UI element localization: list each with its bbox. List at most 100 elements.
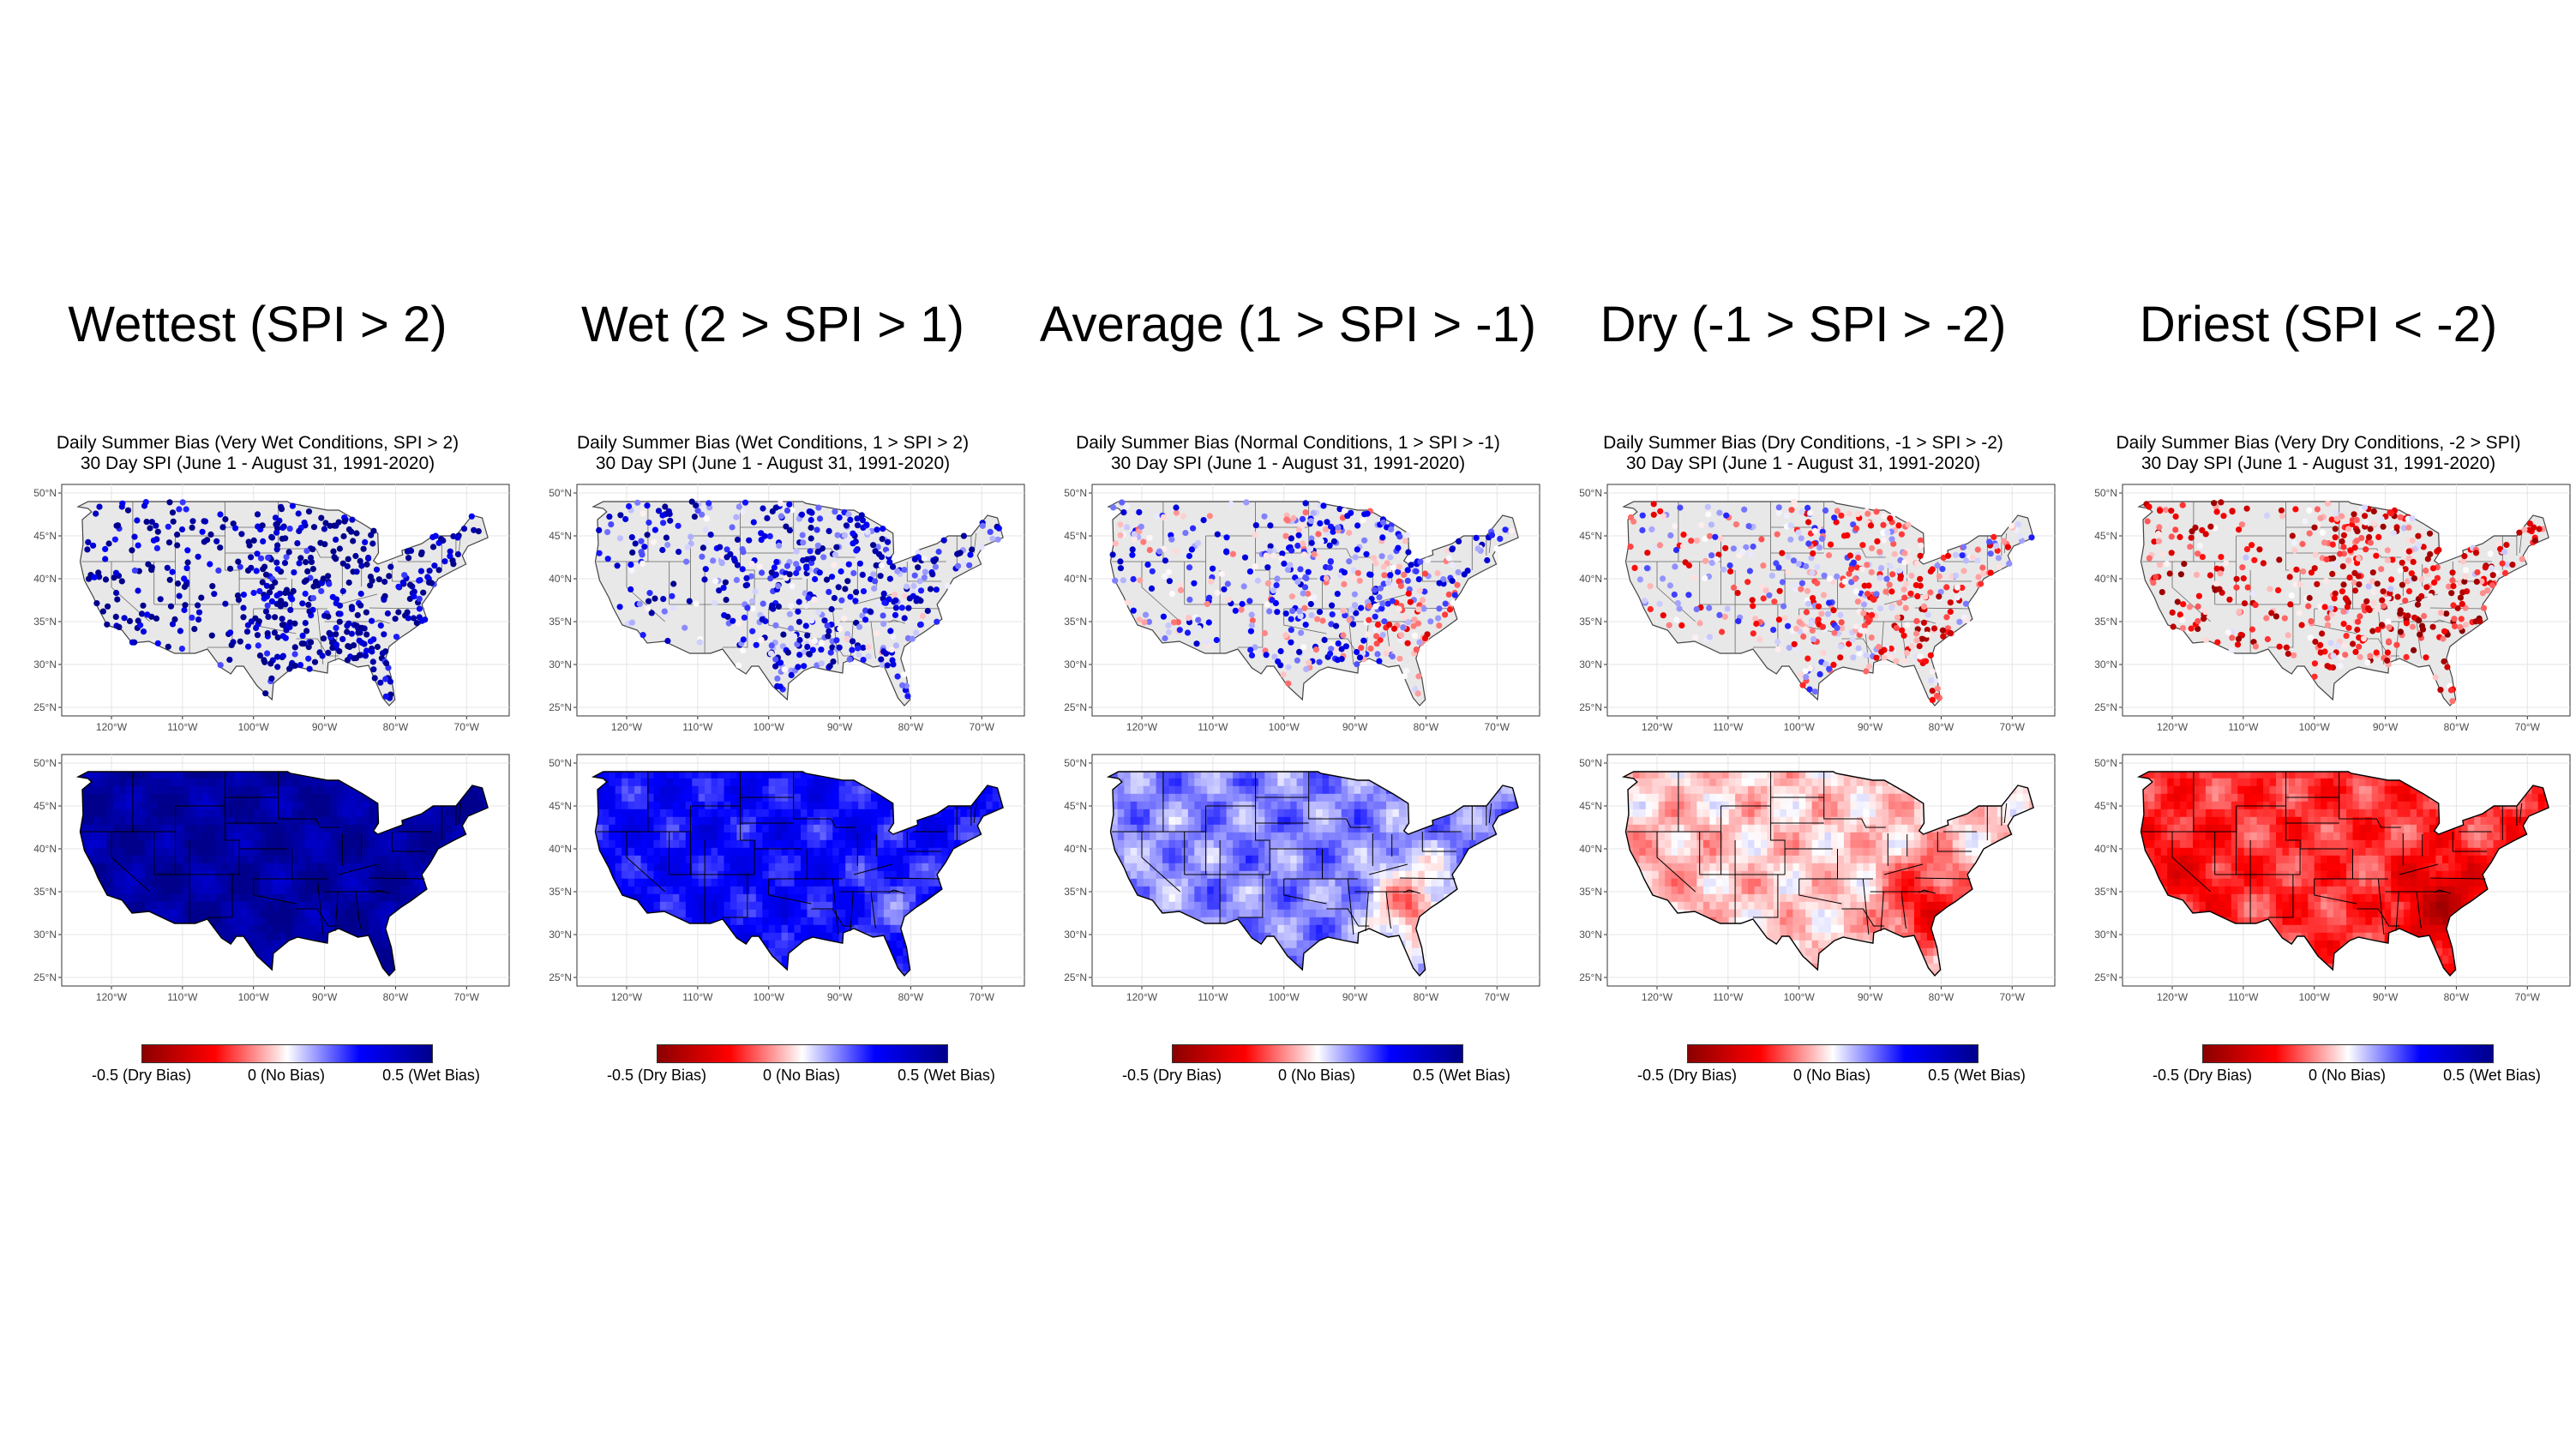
station-point — [1224, 580, 1231, 587]
station-point — [1386, 622, 1393, 628]
station-point — [2249, 626, 2255, 633]
station-point — [886, 575, 893, 582]
station-point — [2181, 561, 2188, 568]
station-point — [1137, 577, 1144, 584]
station-point — [333, 536, 339, 543]
station-point — [1804, 600, 1812, 607]
station-point — [812, 575, 819, 583]
lat-tick-label: 25°N — [33, 971, 57, 983]
station-point — [2479, 590, 2486, 597]
station-point — [1204, 600, 1210, 607]
lat-tick-label: 40°N — [2094, 573, 2117, 585]
station-point — [691, 514, 698, 520]
station-point — [2380, 603, 2387, 610]
station-point — [1805, 540, 1812, 547]
station-point — [272, 579, 279, 586]
station-point — [2480, 604, 2488, 611]
station-point — [1326, 564, 1333, 571]
station-point — [1750, 543, 1756, 550]
station-point — [195, 602, 201, 609]
station-point — [2459, 600, 2465, 607]
station-point — [2459, 589, 2466, 596]
station-point — [1884, 529, 1891, 536]
station-point — [2437, 687, 2444, 694]
station-point — [135, 542, 141, 549]
station-point — [826, 527, 832, 534]
station-point — [2226, 596, 2233, 603]
station-point — [1798, 671, 1804, 678]
station-point — [766, 532, 773, 539]
station-point — [1376, 658, 1383, 664]
station-point — [2448, 590, 2455, 597]
conus-outline — [1106, 771, 1519, 977]
station-point — [2484, 587, 2491, 594]
station-point — [1416, 639, 1423, 646]
station-point — [1865, 582, 1872, 589]
station-point — [1266, 608, 1273, 615]
station-point — [2434, 574, 2441, 581]
station-point — [2363, 519, 2369, 526]
lat-tick-label: 40°N — [33, 843, 57, 855]
station-point — [2146, 503, 2153, 510]
station-point — [1308, 612, 1315, 619]
station-point — [1704, 503, 1711, 510]
station-point — [1815, 603, 1822, 610]
station-point — [1381, 618, 1388, 625]
station-point — [742, 499, 749, 506]
station-point — [375, 576, 382, 583]
station-point — [1160, 613, 1167, 620]
station-point — [2390, 530, 2397, 537]
station-point — [1844, 532, 1851, 538]
station-point — [1435, 615, 1442, 622]
station-point — [1264, 601, 1270, 608]
station-point — [739, 546, 746, 553]
station-point — [1298, 629, 1305, 636]
station-point — [1285, 680, 1292, 687]
station-point — [1297, 613, 1304, 620]
station-point — [878, 562, 885, 569]
lon-tick-label: 110°W — [1198, 721, 1228, 733]
lon-tick-label: 100°W — [754, 991, 785, 1003]
station-point — [881, 599, 888, 606]
station-point — [1706, 532, 1714, 539]
plot-title-line-1: Daily Summer Bias (Normal Conditions, 1 … — [1076, 433, 1500, 453]
station-point — [1333, 622, 1340, 629]
lon-tick-label: 90°W — [827, 721, 853, 733]
station-point — [240, 592, 247, 598]
station-point — [1287, 562, 1294, 568]
station-point — [2296, 610, 2303, 616]
lon-tick-label: 70°W — [2000, 721, 2026, 733]
station-point — [2001, 538, 2008, 544]
station-point — [1678, 622, 1685, 628]
station-point — [255, 618, 262, 625]
station-point — [148, 567, 155, 574]
lon-tick-label: 100°W — [2299, 721, 2331, 733]
station-point — [1788, 507, 1795, 514]
station-point — [870, 571, 877, 578]
station-point — [1811, 527, 1818, 534]
station-point — [880, 621, 887, 628]
station-point — [1289, 608, 1296, 615]
station-point — [645, 605, 652, 612]
station-point — [1901, 658, 1908, 664]
station-point — [1824, 610, 1831, 617]
station-point — [1802, 668, 1809, 675]
station-point — [1311, 550, 1318, 557]
station-point — [1493, 545, 1500, 552]
station-point — [935, 548, 942, 556]
station-point — [105, 540, 112, 547]
station-point — [665, 508, 672, 514]
station-point — [2344, 597, 2351, 604]
station-point — [1160, 514, 1168, 520]
station-point — [2332, 590, 2339, 597]
station-point — [1753, 620, 1760, 628]
station-point — [399, 579, 406, 586]
station-point — [405, 548, 411, 555]
station-point — [2367, 539, 2374, 546]
station-point — [1846, 570, 1852, 577]
station-point — [1787, 522, 1794, 529]
station-point — [1822, 507, 1829, 514]
station-point — [1873, 508, 1880, 515]
station-point — [2218, 554, 2225, 561]
station-point — [104, 621, 111, 628]
